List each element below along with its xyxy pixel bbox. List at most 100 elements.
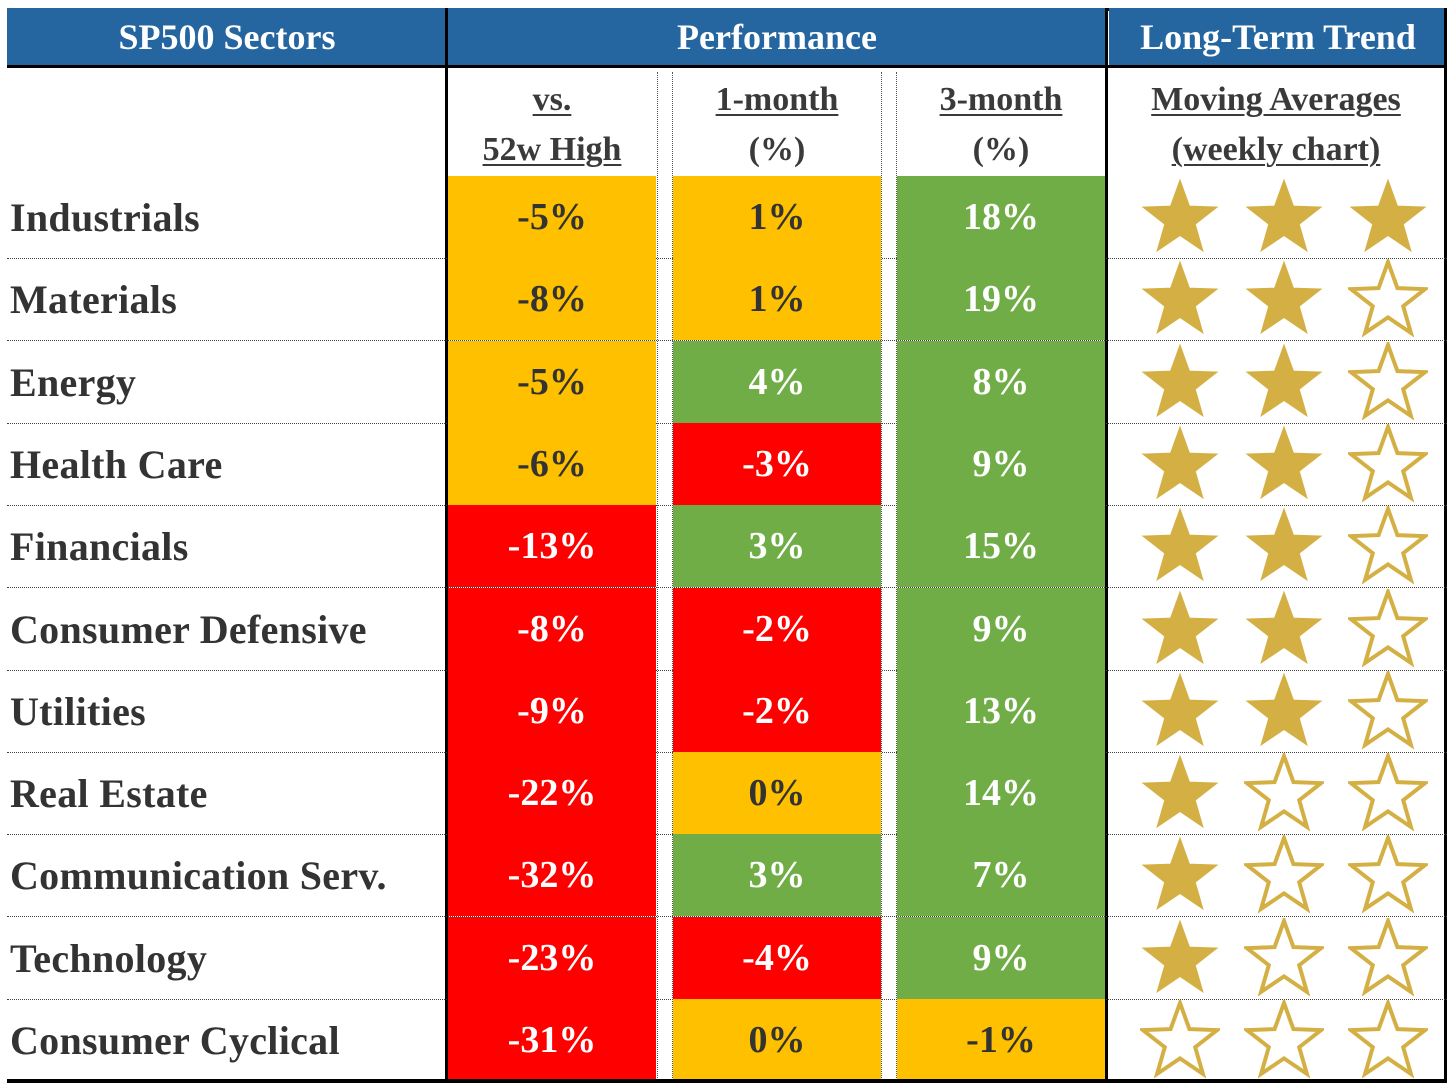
trend-stars — [1140, 999, 1430, 1081]
empty-star-icon — [1348, 753, 1428, 832]
filled-star-icon — [1141, 178, 1219, 253]
filled-star-icon — [1141, 343, 1219, 418]
month3-cell: 19% — [897, 258, 1105, 340]
sector-name: Technology — [10, 935, 208, 981]
month1-cell: 0% — [673, 999, 881, 1081]
trend-stars — [1140, 670, 1430, 752]
month3-cell: 18% — [897, 176, 1105, 258]
sector-name: Energy — [10, 359, 137, 405]
vs52-cell: -5% — [448, 341, 656, 423]
header-performance: Performance — [448, 8, 1106, 66]
month3-cell: 9% — [897, 917, 1105, 999]
header-trend-label: Long-Term Trend — [1140, 17, 1416, 57]
empty-star-icon — [1244, 918, 1324, 997]
empty-star-icon — [1348, 259, 1428, 338]
vs52-cell: -32% — [448, 834, 656, 916]
month3-cell: 9% — [897, 423, 1105, 505]
row-separator — [7, 587, 1447, 588]
sector-name: Utilities — [10, 688, 147, 734]
table-row: Technology -23% -4% 9% — [7, 917, 1447, 999]
vs52-cell: -22% — [448, 752, 656, 834]
filled-star-icon — [1141, 672, 1219, 747]
sector-name: Health Care — [10, 441, 223, 487]
trend-stars — [1140, 341, 1430, 423]
header-rule — [7, 65, 1447, 68]
trend-stars — [1140, 752, 1430, 834]
subheader-vs52-line2: 52w High — [482, 131, 622, 168]
subheader-1month-line2: (%) — [748, 131, 806, 168]
table-row: Energy -5% 4% 8% — [7, 341, 1447, 423]
vs52-cell: -5% — [448, 176, 656, 258]
month3-cell: 9% — [897, 588, 1105, 670]
sector-name: Consumer Defensive — [10, 606, 367, 652]
month3-cell: 7% — [897, 834, 1105, 916]
table-row: Materials -8% 1% 19% — [7, 258, 1447, 340]
empty-star-icon — [1348, 424, 1428, 503]
subheader-ma-line2: (weekly chart) — [1171, 131, 1381, 168]
filled-star-icon — [1141, 425, 1219, 500]
row-separator — [7, 916, 1447, 917]
sector-name: Real Estate — [10, 770, 208, 816]
empty-star-icon — [1244, 835, 1324, 914]
month1-cell: 3% — [673, 834, 881, 916]
empty-star-icon — [1348, 342, 1428, 421]
month1-cell: -3% — [673, 423, 881, 505]
month3-cell: 15% — [897, 505, 1105, 587]
filled-star-icon — [1245, 343, 1323, 418]
divider-col3 — [896, 72, 897, 1078]
sector-name: Financials — [10, 523, 189, 569]
month3-cell: 13% — [897, 670, 1105, 752]
table-row: Industrials -5% 1% 18% — [7, 176, 1447, 258]
empty-star-icon — [1348, 671, 1428, 750]
divider-trend — [1105, 8, 1108, 1082]
filled-star-icon — [1141, 590, 1219, 665]
empty-star-icon — [1244, 753, 1324, 832]
trend-stars — [1140, 834, 1430, 916]
subheader-1month-line1: 1-month — [715, 81, 839, 118]
filled-star-icon — [1245, 260, 1323, 335]
month1-cell: -2% — [673, 588, 881, 670]
table-row: Consumer Defensive -8% -2% 9% — [7, 588, 1447, 670]
header-trend: Long-Term Trend — [1109, 8, 1447, 66]
filled-star-icon — [1141, 260, 1219, 335]
filled-star-icon — [1245, 507, 1323, 582]
trend-stars — [1140, 258, 1430, 340]
filled-star-icon — [1141, 836, 1219, 911]
table-row: Financials -13% 3% 15% — [7, 505, 1447, 587]
header-sectors-label: SP500 Sectors — [118, 17, 336, 57]
sector-name: Materials — [10, 276, 178, 322]
divider-col2b — [881, 72, 882, 1078]
sector-table: SP500 Sectors Performance Long-Term Tren… — [7, 8, 1447, 1083]
empty-star-icon — [1348, 835, 1428, 914]
divider-right — [1444, 8, 1447, 1082]
bottom-rule — [7, 1079, 1447, 1083]
divider-col1 — [657, 72, 658, 1078]
table-row: Communication Serv. -32% 3% 7% — [7, 834, 1447, 916]
filled-star-icon — [1141, 507, 1219, 582]
empty-star-icon — [1348, 589, 1428, 668]
divider-sectors — [445, 8, 448, 1082]
filled-star-icon — [1245, 178, 1323, 253]
month1-cell: 1% — [673, 258, 881, 340]
sector-name: Communication Serv. — [10, 852, 387, 898]
subheader-ma: Moving Averages (weekly chart) — [1108, 72, 1444, 178]
filled-star-icon — [1349, 178, 1427, 253]
filled-star-icon — [1245, 590, 1323, 665]
month3-cell: -1% — [897, 999, 1105, 1081]
month3-cell: 8% — [897, 341, 1105, 423]
table-row: Utilities -9% -2% 13% — [7, 670, 1447, 752]
subheader-3month-line1: 3-month — [939, 81, 1063, 118]
subheader-3month: 3-month (%) — [897, 72, 1105, 178]
header-sectors: SP500 Sectors — [7, 8, 447, 66]
vs52-cell: -31% — [448, 999, 656, 1081]
table-row: Real Estate -22% 0% 14% — [7, 752, 1447, 834]
empty-star-icon — [1140, 1000, 1220, 1079]
month3-cell: 14% — [897, 752, 1105, 834]
vs52-cell: -6% — [448, 423, 656, 505]
sector-name: Industrials — [10, 194, 201, 240]
month1-cell: -2% — [673, 670, 881, 752]
divider-col2a — [672, 72, 673, 1078]
table-row: Health Care -6% -3% 9% — [7, 423, 1447, 505]
filled-star-icon — [1141, 754, 1219, 829]
filled-star-icon — [1245, 425, 1323, 500]
